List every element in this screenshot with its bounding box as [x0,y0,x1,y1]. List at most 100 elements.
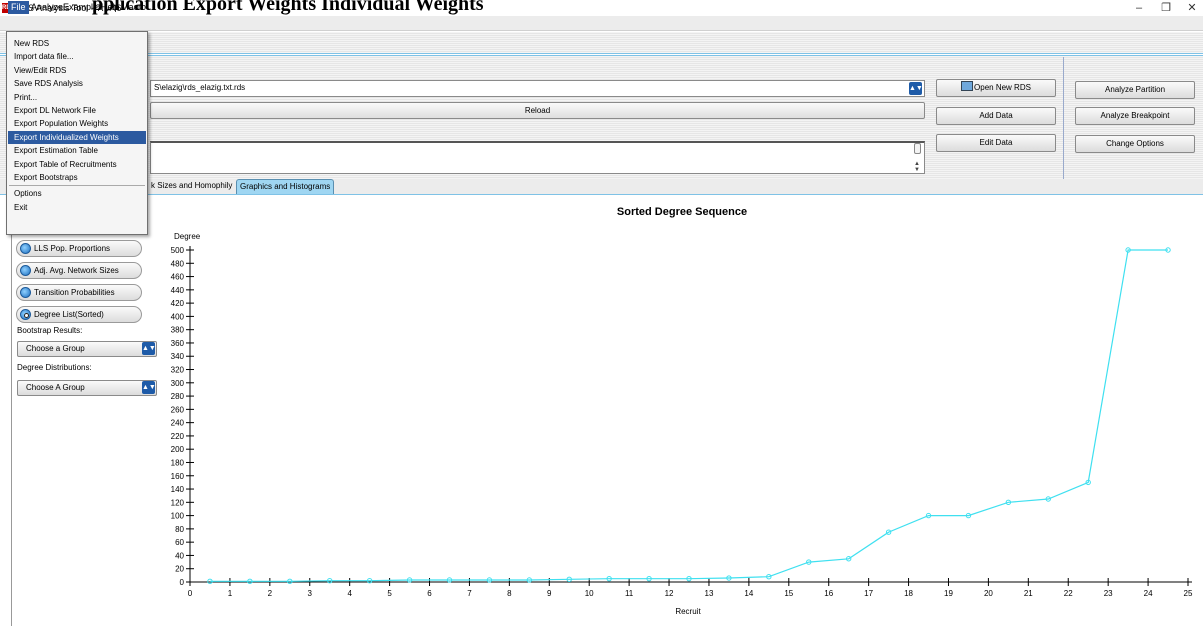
file-menu-item-export-estimation-table[interactable]: Export Estimation Table [14,146,98,156]
y-tick-label: 220 [171,432,185,441]
degree-distributions-label: Degree Distributions: [17,363,92,372]
y-tick-label: 180 [171,458,185,467]
x-tick-label: 23 [1104,589,1113,598]
tab-graphics-histograms[interactable]: Graphics and Histograms [236,179,335,194]
folder-icon [961,81,974,91]
file-path-combo[interactable]: S\elazig\rds_elazig.txt.rds ▲▼ [150,80,925,97]
y-tick-label: 0 [180,578,185,587]
file-menu-item-print[interactable]: Print... [14,92,38,102]
menu-help[interactable]: Help [101,2,120,12]
y-tick-label: 380 [171,326,185,335]
menu-bar [0,16,1203,31]
radio-adj-avg-network-sizes[interactable]: Adj. Avg. Network Sizes [16,262,142,279]
main-area [0,196,1203,628]
chart-series [207,247,1171,585]
data-point [686,575,692,582]
file-menu-item-export-population-weights[interactable]: Export Population Weights [14,119,109,129]
series-line [210,249,1168,582]
y-tick-label: 120 [171,498,185,507]
reload-button[interactable]: Reload [150,102,925,119]
radio-transition-probabilities[interactable]: Transition Probabilities [16,284,142,301]
file-menu-item-view-edit-rds[interactable]: View/Edit RDS [14,65,67,75]
chart-title: Sorted Degree Sequence [617,206,747,218]
data-point [726,575,732,581]
y-tick-label: 40 [175,551,184,560]
y-tick-label: 300 [171,379,185,388]
data-point [566,576,572,583]
maximize-icon[interactable]: ❐ [1161,2,1171,14]
file-menu-item-export-table-of-recruitments[interactable]: Export Table of Recruitments [14,159,117,169]
degree-group-combo[interactable]: Choose A Group ▲▼ [17,380,157,396]
radio-degree-list-sorted[interactable]: Degree List(Sorted) [16,306,142,323]
close-icon[interactable]: ✕ [1187,2,1197,14]
overlay-heading: pplication Export Weights Individual Wei… [92,0,484,15]
open-new-rds-button[interactable]: Open New RDS [936,79,1056,97]
radio-lls-pop-proportions[interactable]: LLS Pop. Proportions [16,240,142,257]
data-point [925,512,932,519]
file-menu-item-import-data-file[interactable]: Import data file... [14,52,74,62]
analyze-partition-button[interactable]: Analyze Partition [1075,81,1195,99]
file-menu-item-options[interactable]: Options [14,189,42,199]
menu-separator [9,185,145,187]
data-point [1085,479,1091,486]
menu-macro[interactable]: Macro [121,2,147,12]
x-tick-label: 5 [387,589,392,598]
up-down-arrows-icon[interactable]: ▲▼ [142,342,156,355]
analyze-breakpoint-button[interactable]: Analyze Breakpoint [1075,107,1195,125]
y-tick-label: 440 [171,286,185,295]
y-tick-label: 360 [171,339,185,348]
menu-analyze[interactable]: Analyze [31,2,64,12]
scroll-arrows-icon[interactable]: ▲ ▼ [914,161,920,173]
x-tick-label: 11 [625,589,634,598]
file-menu-item-exit[interactable]: Exit [14,202,28,212]
file-menu-item-new-rds[interactable]: New RDS [14,39,50,48]
data-point [327,577,333,584]
data-point [766,573,772,580]
left-panel [11,196,158,626]
data-point [606,575,612,582]
y-tick-label: 160 [171,472,185,481]
y-tick-label: 420 [171,299,185,308]
file-menu-item-save-rds-analysis[interactable]: Save RDS Analysis [14,79,83,89]
tab-network-sizes[interactable]: k Sizes and Homophily [148,179,236,194]
x-tick-label: 16 [824,589,833,598]
bootstrap-group-combo[interactable]: Choose a Group ▲▼ [17,341,157,357]
up-down-arrows-icon[interactable]: ▲▼ [909,82,923,95]
data-point [247,578,253,585]
data-point [1005,499,1012,506]
x-axis-label: Recruit [675,607,701,616]
x-tick-label: 25 [1184,589,1193,598]
file-menu-item-export-dl-network-file[interactable]: Export DL Network File [14,106,96,115]
scroll-thumb[interactable] [914,143,921,154]
edit-data-button[interactable]: Edit Data [936,134,1056,152]
radio-label: LLS Pop. Proportions [34,244,111,253]
menu-file[interactable]: File [8,1,29,14]
radio-icon [20,243,31,254]
minimize-icon[interactable]: – [1135,2,1143,14]
radio-label: Adj. Avg. Network Sizes [34,266,119,275]
y-tick-label: 100 [171,512,185,521]
change-options-button[interactable]: Change Options [1075,135,1195,153]
file-menu-item-export-bootstraps[interactable]: Export Bootstraps [14,173,78,182]
y-tick-label: 500 [171,246,185,255]
y-tick-label: 400 [171,312,185,321]
notes-scrollbar[interactable]: ▲ ▼ [913,143,923,173]
data-point [845,556,852,562]
x-tick-label: 18 [904,589,913,598]
chart-axes: 0204060801001201401601802002202402602803… [171,246,1193,598]
window-title: RDS Analysis Tool - 7.1.46 [15,3,122,13]
y-tick-label: 480 [171,259,185,268]
up-down-arrows-icon[interactable]: ▲▼ [142,381,156,394]
menu-examples[interactable]: Examples [63,2,103,12]
file-menu-item-export-individualized-weights[interactable]: Export Individualized Weights [8,130,146,144]
data-point [1165,247,1171,253]
y-tick-label: 240 [171,419,185,428]
notes-textarea[interactable]: ▲ ▼ [150,141,925,174]
radio-label: Degree List(Sorted) [34,310,104,319]
x-tick-label: 13 [705,589,714,598]
y-tick-label: 260 [171,405,185,414]
toolbar-strip [0,32,1203,54]
data-point [1125,247,1131,253]
x-tick-label: 20 [984,589,993,598]
add-data-button[interactable]: Add Data [936,107,1056,125]
